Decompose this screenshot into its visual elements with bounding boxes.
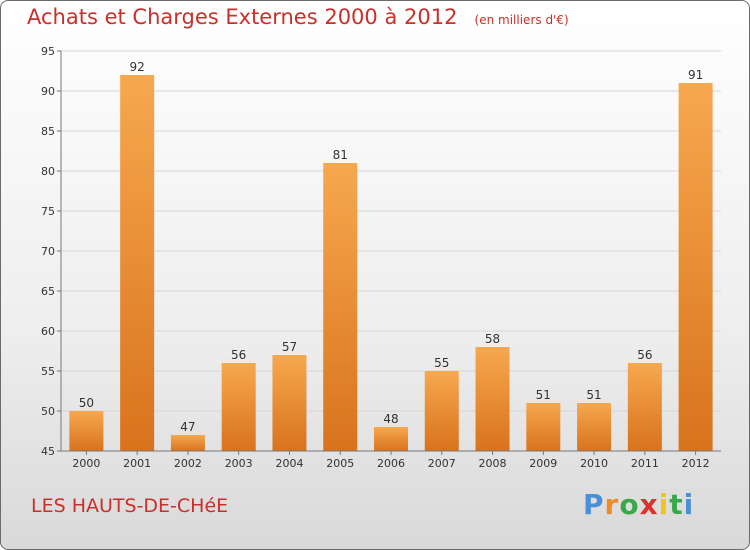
brand-letter: r — [604, 488, 620, 521]
location-label: LES HAUTS-DE-CHéE — [31, 495, 229, 517]
x-tick-label-2008: 2008 — [479, 457, 507, 470]
x-tick-label-2012: 2012 — [682, 457, 710, 470]
chart-title: Achats et Charges Externes 2000 à 2012 — [27, 5, 458, 29]
x-tick-label-2011: 2011 — [631, 457, 659, 470]
data-label-2004: 57 — [282, 340, 297, 354]
y-tick-label: 60 — [41, 325, 55, 338]
bar-2011 — [627, 363, 662, 451]
x-tick-label-2004: 2004 — [275, 457, 303, 470]
y-tick-label: 90 — [41, 85, 55, 98]
x-tick-label-2005: 2005 — [326, 457, 354, 470]
bar-2004 — [272, 355, 307, 451]
grid-layer — [61, 50, 721, 452]
data-label-2006: 48 — [383, 412, 398, 426]
brand-letter: t — [669, 488, 684, 521]
data-label-2000: 50 — [79, 396, 94, 410]
bar-2006 — [374, 427, 408, 451]
x-tick-label-2010: 2010 — [580, 457, 608, 470]
brand-letter: i — [658, 488, 670, 521]
x-tick-label-2002: 2002 — [174, 457, 202, 470]
y-tick-label: 50 — [41, 405, 55, 418]
bar-2009 — [526, 403, 561, 451]
x-tick-label-2009: 2009 — [529, 457, 557, 470]
x-tick-label-2006: 2006 — [377, 457, 405, 470]
data-label-2005: 81 — [333, 148, 348, 162]
data-label-2002: 47 — [180, 420, 195, 434]
data-label-2003: 56 — [231, 348, 246, 362]
x-tick-label-2000: 2000 — [72, 457, 100, 470]
bar-2005 — [323, 163, 358, 451]
axis-layer: 45 50 55 60 65 70 75 80 85 90 95 2000 2001 2002 2003 20… — [41, 45, 721, 470]
bar-2010 — [577, 403, 612, 451]
brand-logo: Proxiti — [583, 488, 694, 521]
brand-letter: P — [583, 488, 605, 521]
y-tick-label: 70 — [41, 245, 55, 258]
y-tick-label: 65 — [41, 285, 55, 298]
brand-letter: i — [683, 488, 695, 521]
data-label-2009: 51 — [536, 388, 551, 402]
bar-2002 — [170, 435, 205, 451]
bar-2012 — [678, 83, 713, 451]
x-tick-label-2003: 2003 — [225, 457, 253, 470]
data-label-2011: 56 — [637, 348, 652, 362]
y-tick-label: 45 — [41, 445, 55, 458]
y-tick-label: 75 — [41, 205, 55, 218]
y-tick-label: 85 — [41, 125, 55, 138]
data-label-2001: 92 — [130, 60, 145, 74]
data-label-2010: 51 — [586, 388, 601, 402]
x-tick-label-2001: 2001 — [123, 457, 151, 470]
bar-2001 — [120, 75, 155, 451]
bar-2007 — [424, 371, 459, 451]
bar-layer: 50 92 47 56 57 81 48 55 58 51 51 56 91 — [69, 60, 713, 451]
chart-unit: (en milliers d'€) — [474, 13, 569, 27]
y-tick-label: 55 — [41, 365, 55, 378]
bar-2008 — [475, 347, 510, 451]
data-label-2012: 91 — [688, 68, 703, 82]
bar-2000 — [69, 411, 104, 451]
brand-letter: o — [619, 488, 640, 521]
y-tick-label: 95 — [41, 45, 55, 58]
y-tick-label: 80 — [41, 165, 55, 178]
data-label-2007: 55 — [434, 356, 449, 370]
data-label-2008: 58 — [485, 332, 500, 346]
title-line: Achats et Charges Externes 2000 à 2012 (… — [27, 5, 569, 29]
bar-2003 — [221, 363, 256, 451]
brand-letter: x — [639, 488, 659, 521]
x-tick-label-2007: 2007 — [428, 457, 456, 470]
